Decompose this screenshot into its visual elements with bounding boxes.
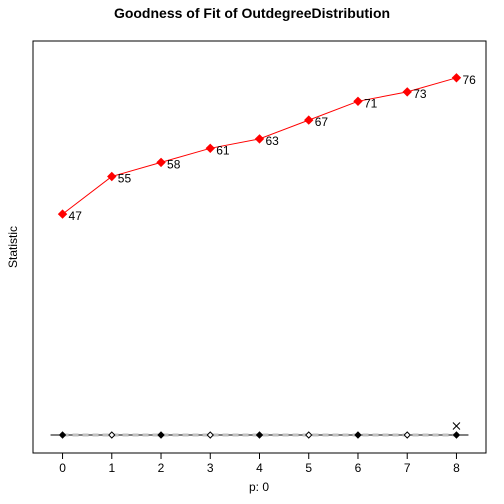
band-point	[305, 431, 313, 439]
band-point	[255, 431, 264, 439]
x-tick-label: 4	[256, 461, 263, 475]
x-axis: 0 1 2 3 4 5 6 7 8	[59, 452, 460, 475]
x-tick-label: 1	[108, 461, 115, 475]
y-axis-label: Statistic	[6, 226, 20, 268]
data-label: 63	[266, 134, 280, 148]
series-point	[353, 96, 363, 107]
data-label: 61	[216, 143, 230, 157]
band-point	[354, 431, 362, 439]
band-point	[58, 431, 67, 439]
chart-title: Goodness of Fit of OutdegreeDistribution	[114, 5, 390, 21]
x-tick-label: 0	[59, 461, 66, 475]
outlier-stroke	[452, 422, 461, 430]
data-label: 55	[118, 172, 132, 186]
series-point	[205, 143, 215, 154]
series-point	[156, 157, 166, 168]
series-point	[402, 87, 412, 97]
x-tick-label: 3	[207, 461, 214, 475]
band-point	[108, 431, 116, 439]
band-point	[206, 431, 214, 439]
band-outlier-x-marker	[452, 422, 461, 430]
band-point	[403, 431, 411, 439]
series-point	[451, 73, 462, 83]
series-point	[254, 134, 265, 144]
band-point	[452, 431, 461, 439]
data-label: 71	[364, 96, 378, 110]
x-tick-label: 2	[158, 461, 165, 475]
data-label: 58	[167, 157, 181, 171]
data-label: 76	[462, 73, 476, 87]
x-tick-label: 6	[355, 461, 362, 475]
observed-series: 47 55 58 61 63 67 71 73 76	[57, 73, 476, 223]
simulated-band	[50, 422, 469, 439]
plot-area-frame	[32, 40, 487, 454]
series-point	[304, 115, 314, 125]
series-point	[107, 171, 117, 182]
x-axis-label: p: 0	[249, 480, 269, 494]
band-point	[157, 431, 165, 439]
x-tick-label: 7	[404, 461, 411, 475]
data-label: 67	[315, 115, 329, 129]
series-line	[62, 77, 457, 215]
data-label: 73	[413, 87, 427, 101]
data-label: 47	[69, 209, 83, 223]
series-point	[57, 209, 68, 219]
x-tick-label: 5	[305, 461, 312, 475]
x-tick-label: 8	[453, 461, 460, 475]
